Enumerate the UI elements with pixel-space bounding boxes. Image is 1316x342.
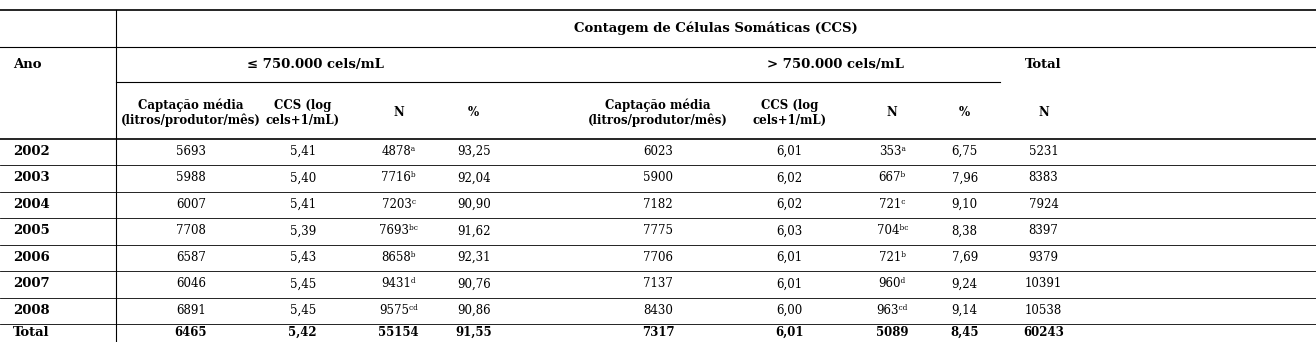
Text: 6,00: 6,00 <box>776 304 803 317</box>
Text: 2005: 2005 <box>13 224 50 237</box>
Text: 6,03: 6,03 <box>776 224 803 237</box>
Text: 7693ᵇᶜ: 7693ᵇᶜ <box>379 224 418 237</box>
Text: 5231: 5231 <box>1029 145 1058 158</box>
Text: 6,01: 6,01 <box>775 326 804 339</box>
Text: Total: Total <box>1025 58 1062 71</box>
Text: Total: Total <box>13 326 50 339</box>
Text: 4878ᵃ: 4878ᵃ <box>382 145 416 158</box>
Text: 5,41: 5,41 <box>290 145 316 158</box>
Text: 353ᵃ: 353ᵃ <box>879 145 905 158</box>
Text: 8430: 8430 <box>644 304 672 317</box>
Text: 92,31: 92,31 <box>457 251 491 264</box>
Text: 5988: 5988 <box>176 171 205 184</box>
Text: CCS (log
cels+1/mL): CCS (log cels+1/mL) <box>266 99 340 127</box>
Text: 2004: 2004 <box>13 198 50 211</box>
Text: 90,86: 90,86 <box>457 304 491 317</box>
Text: 7137: 7137 <box>644 277 672 290</box>
Text: 91,55: 91,55 <box>455 326 492 339</box>
Text: 721ᵇ: 721ᵇ <box>879 251 905 264</box>
Text: 6,75: 6,75 <box>951 145 978 158</box>
Text: 960ᵈ: 960ᵈ <box>879 277 905 290</box>
Text: 7716ᵇ: 7716ᵇ <box>382 171 416 184</box>
Text: 6891: 6891 <box>176 304 205 317</box>
Text: 7,69: 7,69 <box>951 251 978 264</box>
Text: 7708: 7708 <box>176 224 205 237</box>
Text: 5,41: 5,41 <box>290 198 316 211</box>
Text: 93,25: 93,25 <box>457 145 491 158</box>
Text: 6465: 6465 <box>175 326 207 339</box>
Text: 8,45: 8,45 <box>950 326 979 339</box>
Text: 7203ᶜ: 7203ᶜ <box>382 198 416 211</box>
Text: N: N <box>393 106 404 119</box>
Text: 5,43: 5,43 <box>290 251 316 264</box>
Text: 5,45: 5,45 <box>290 304 316 317</box>
Text: 60243: 60243 <box>1023 326 1065 339</box>
Text: N: N <box>1038 106 1049 119</box>
Text: 9575ᶜᵈ: 9575ᶜᵈ <box>379 304 418 317</box>
Text: Captação média
(litros/produtor/mês): Captação média (litros/produtor/mês) <box>121 98 261 128</box>
Text: 7317: 7317 <box>642 326 674 339</box>
Text: 2008: 2008 <box>13 304 50 317</box>
Text: N: N <box>887 106 898 119</box>
Text: 9,10: 9,10 <box>951 198 978 211</box>
Text: 2003: 2003 <box>13 171 50 184</box>
Text: 8658ᵇ: 8658ᵇ <box>382 251 416 264</box>
Text: 2002: 2002 <box>13 145 50 158</box>
Text: 704ᵇᶜ: 704ᵇᶜ <box>876 224 908 237</box>
Text: Contagem de Células Somáticas (CCS): Contagem de Células Somáticas (CCS) <box>574 21 858 35</box>
Text: 90,90: 90,90 <box>457 198 491 211</box>
Text: 7182: 7182 <box>644 198 672 211</box>
Text: 7924: 7924 <box>1029 198 1058 211</box>
Text: 6,01: 6,01 <box>776 251 803 264</box>
Text: 92,04: 92,04 <box>457 171 491 184</box>
Text: 6587: 6587 <box>176 251 205 264</box>
Text: 7,96: 7,96 <box>951 171 978 184</box>
Text: Ano: Ano <box>13 58 42 71</box>
Text: 5900: 5900 <box>644 171 672 184</box>
Text: 667ᵇ: 667ᵇ <box>879 171 905 184</box>
Text: 10391: 10391 <box>1025 277 1062 290</box>
Text: > 750.000 cels/mL: > 750.000 cels/mL <box>767 58 904 71</box>
Text: 7706: 7706 <box>644 251 672 264</box>
Text: 5693: 5693 <box>176 145 205 158</box>
Text: 6,02: 6,02 <box>776 198 803 211</box>
Text: 8397: 8397 <box>1029 224 1058 237</box>
Text: 55154: 55154 <box>379 326 418 339</box>
Text: 7775: 7775 <box>644 224 672 237</box>
Text: 5,45: 5,45 <box>290 277 316 290</box>
Text: %: % <box>468 106 479 119</box>
Text: 10538: 10538 <box>1025 304 1062 317</box>
Text: 5,42: 5,42 <box>288 326 317 339</box>
Text: 5089: 5089 <box>876 326 908 339</box>
Text: 721ᶜ: 721ᶜ <box>879 198 905 211</box>
Text: 6,01: 6,01 <box>776 145 803 158</box>
Text: 5,40: 5,40 <box>290 171 316 184</box>
Text: 9431ᵈ: 9431ᵈ <box>382 277 416 290</box>
Text: 9379: 9379 <box>1029 251 1058 264</box>
Text: ≤ 750.000 cels/mL: ≤ 750.000 cels/mL <box>247 58 384 71</box>
Text: 8383: 8383 <box>1029 171 1058 184</box>
Text: 2006: 2006 <box>13 251 50 264</box>
Text: 963ᶜᵈ: 963ᶜᵈ <box>876 304 908 317</box>
Text: 8,38: 8,38 <box>951 224 978 237</box>
Text: 90,76: 90,76 <box>457 277 491 290</box>
Text: 9,24: 9,24 <box>951 277 978 290</box>
Text: 6023: 6023 <box>644 145 672 158</box>
Text: 6,02: 6,02 <box>776 171 803 184</box>
Text: 5,39: 5,39 <box>290 224 316 237</box>
Text: 2007: 2007 <box>13 277 50 290</box>
Text: 91,62: 91,62 <box>457 224 491 237</box>
Text: 6007: 6007 <box>176 198 205 211</box>
Text: %: % <box>959 106 970 119</box>
Text: 9,14: 9,14 <box>951 304 978 317</box>
Text: Captação média
(litros/produtor/mês): Captação média (litros/produtor/mês) <box>588 98 728 128</box>
Text: 6046: 6046 <box>176 277 205 290</box>
Text: 6,01: 6,01 <box>776 277 803 290</box>
Text: CCS (log
cels+1/mL): CCS (log cels+1/mL) <box>753 99 826 127</box>
